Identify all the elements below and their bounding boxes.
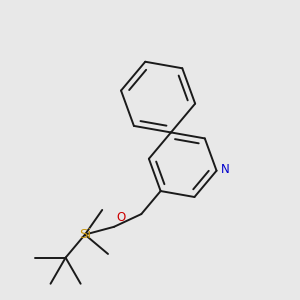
Text: O: O bbox=[117, 211, 126, 224]
Text: Si: Si bbox=[79, 228, 91, 241]
Text: N: N bbox=[220, 163, 229, 176]
